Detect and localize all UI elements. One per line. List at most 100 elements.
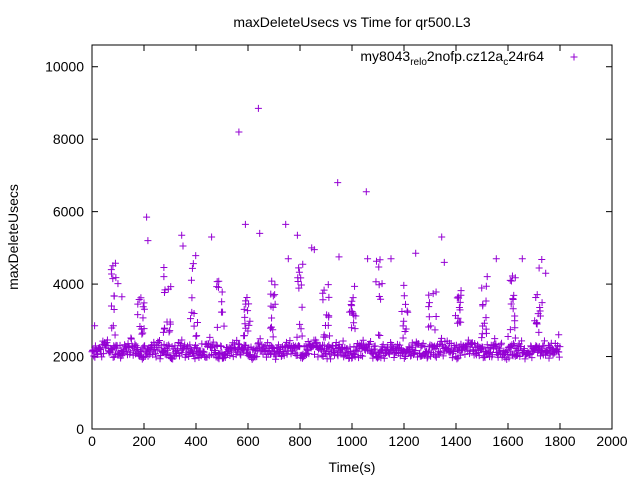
data-point: [380, 354, 388, 362]
legend: my8043reloo2nofp.cz12ac24r64: [360, 48, 578, 68]
data-point: [510, 341, 518, 349]
data-point: [160, 273, 168, 281]
data-point: [347, 301, 355, 309]
data-point: [160, 340, 168, 348]
data-point: [262, 353, 270, 361]
data-point: [556, 343, 564, 351]
data-point: [533, 319, 541, 327]
data-point: [376, 331, 384, 339]
data-points: [88, 104, 564, 363]
data-point: [144, 352, 152, 360]
data-point: [214, 283, 222, 291]
data-point: [404, 308, 412, 316]
data-point: [511, 324, 519, 332]
y-tick-label: 10000: [45, 59, 84, 75]
data-point: [110, 305, 118, 313]
data-point: [506, 326, 514, 334]
data-point: [139, 314, 147, 322]
data-point: [555, 331, 563, 339]
data-point: [505, 354, 513, 362]
y-tick-label: 8000: [53, 131, 84, 147]
data-point: [240, 332, 248, 340]
data-point: [352, 312, 360, 320]
data-point: [324, 321, 332, 329]
data-point: [351, 353, 359, 361]
data-point: [242, 297, 250, 305]
data-point: [108, 270, 116, 278]
data-point: [324, 281, 332, 289]
data-point: [246, 317, 254, 325]
data-point: [267, 290, 275, 298]
data-point: [143, 213, 151, 221]
data-point: [398, 307, 406, 315]
data-point: [161, 350, 169, 358]
data-point: [492, 255, 500, 263]
y-axis-label: maxDeleteUsecs: [5, 184, 21, 290]
y-tick-label: 2000: [53, 349, 84, 365]
data-point: [319, 289, 327, 297]
data-point: [479, 343, 487, 351]
data-point: [411, 346, 419, 354]
data-point: [379, 341, 387, 349]
data-point: [464, 336, 472, 344]
data-point: [425, 303, 433, 311]
data-point: [310, 246, 318, 254]
data-point: [348, 324, 356, 332]
data-point: [375, 281, 383, 289]
data-point: [508, 272, 516, 280]
data-point: [179, 242, 187, 250]
data-point: [167, 354, 175, 362]
data-point: [400, 317, 408, 325]
data-point: [348, 297, 356, 305]
data-point: [440, 258, 448, 266]
data-point: [295, 268, 303, 276]
data-point: [478, 343, 486, 351]
data-point: [284, 343, 292, 351]
data-point: [478, 284, 486, 292]
data-point: [492, 340, 500, 348]
data-point: [118, 293, 126, 301]
data-point: [269, 333, 277, 341]
legend-marker-symbol: [570, 53, 578, 61]
data-point: [402, 300, 410, 308]
data-point: [400, 281, 408, 289]
data-point: [109, 262, 117, 270]
data-point: [209, 338, 217, 346]
data-point: [449, 349, 457, 357]
data-point: [351, 325, 359, 333]
data-point: [166, 327, 174, 335]
data-point: [467, 340, 475, 348]
data-point: [234, 340, 242, 348]
data-point: [299, 260, 307, 268]
data-point: [520, 345, 528, 353]
data-point: [190, 309, 198, 317]
data-point: [535, 343, 543, 351]
y-tick-label: 0: [76, 421, 84, 437]
data-point: [419, 339, 427, 347]
data-point: [456, 298, 464, 306]
data-point: [212, 349, 220, 357]
data-point: [313, 338, 321, 346]
data-point: [351, 282, 359, 290]
data-point: [479, 300, 487, 308]
data-point: [98, 353, 106, 361]
data-point: [122, 347, 130, 355]
data-point: [271, 281, 279, 289]
data-point: [240, 305, 248, 313]
x-tick-label: 800: [288, 433, 312, 449]
data-point: [339, 337, 347, 345]
data-point: [218, 298, 226, 306]
data-point: [111, 331, 119, 339]
data-point: [293, 333, 301, 341]
data-point: [542, 269, 550, 277]
data-point: [241, 313, 249, 321]
data-point: [509, 305, 517, 313]
data-point: [542, 347, 550, 355]
data-point: [438, 233, 446, 241]
data-point: [455, 294, 463, 302]
data-point: [480, 319, 488, 327]
data-point: [484, 350, 492, 358]
data-point: [403, 307, 411, 315]
data-point: [359, 336, 367, 344]
